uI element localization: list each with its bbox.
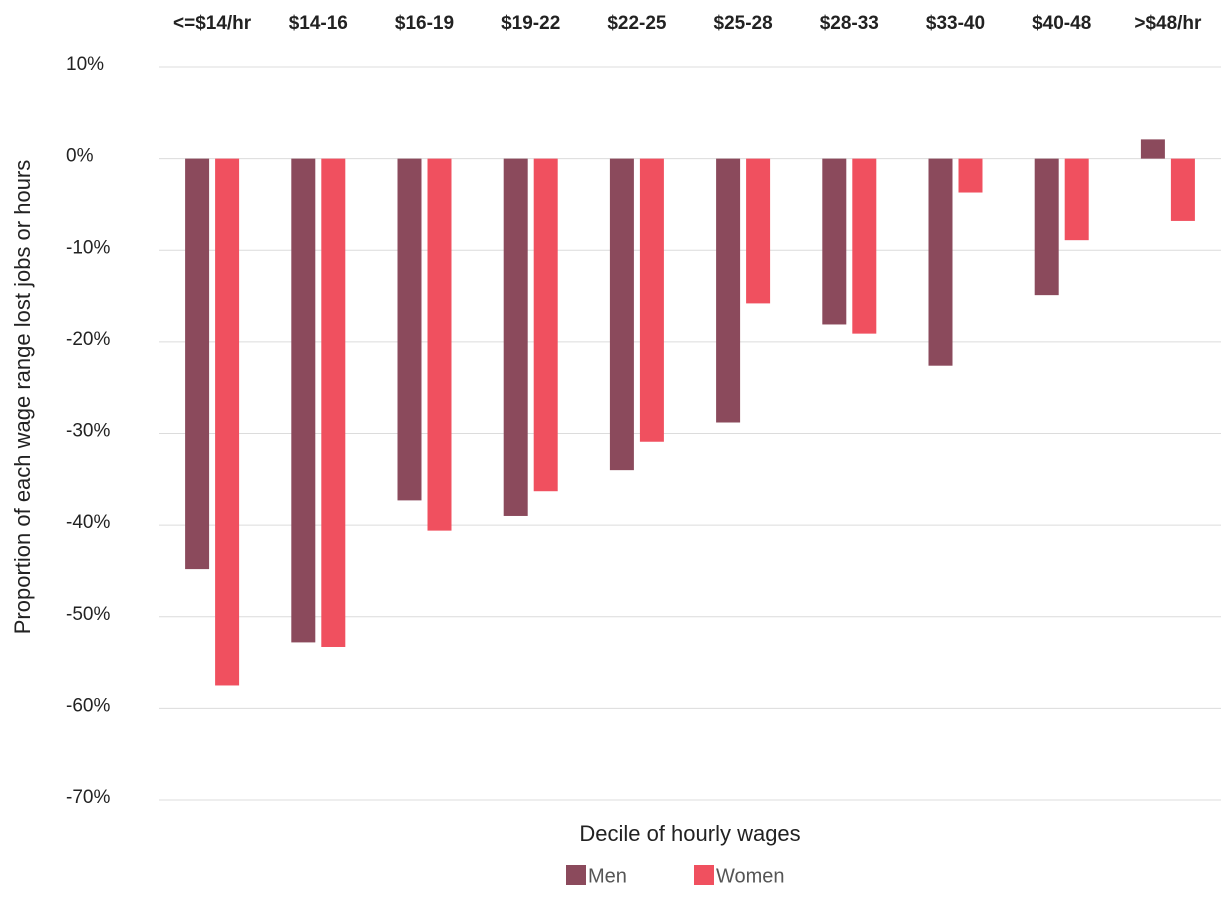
bar: [746, 158, 771, 304]
bar: [639, 158, 664, 442]
x-tick-label: $19-22: [501, 13, 560, 34]
bar: [321, 158, 346, 647]
bar: [503, 158, 528, 516]
y-tick-label: -30%: [66, 421, 110, 442]
bar: [215, 158, 240, 686]
bar: [928, 158, 953, 366]
y-tick-label: -10%: [66, 237, 110, 258]
x-tick-label: $40-48: [1032, 13, 1091, 34]
x-axis-label: Decile of hourly wages: [579, 821, 800, 846]
y-tick-label: -20%: [66, 329, 110, 350]
x-tick-label: $22-25: [607, 13, 667, 34]
y-tick-label: -70%: [66, 787, 110, 808]
x-tick-label: <=$14/hr: [173, 13, 252, 34]
bar: [533, 158, 558, 492]
x-tick-label: $33-40: [926, 13, 985, 34]
bar: [1034, 158, 1059, 296]
legend-swatch: [566, 865, 586, 885]
y-tick-label: 10%: [66, 54, 104, 75]
legend-label: Women: [716, 865, 785, 887]
y-tick-label: 0%: [66, 146, 94, 167]
legend-swatch: [694, 865, 714, 885]
x-tick-label: $14-16: [289, 13, 348, 34]
bar: [852, 158, 877, 334]
bar: [1140, 139, 1165, 159]
y-tick-label: -40%: [66, 512, 110, 533]
x-tick-label: $28-33: [820, 13, 879, 34]
x-tick-label: >$48/hr: [1134, 13, 1202, 34]
bar: [397, 158, 422, 501]
bar: [958, 158, 983, 193]
bar: [1064, 158, 1089, 241]
bar: [609, 158, 634, 471]
bar: [1170, 158, 1195, 221]
y-tick-label: -50%: [66, 604, 110, 625]
bar: [291, 158, 316, 643]
y-axis-label: Proportion of each wage range lost jobs …: [10, 160, 35, 635]
bar: [185, 158, 210, 570]
y-tick-label: -60%: [66, 695, 110, 716]
x-tick-label: $16-19: [395, 13, 454, 34]
bar: [427, 158, 452, 531]
legend-label: Men: [588, 865, 627, 887]
x-tick-label: $25-28: [714, 13, 773, 34]
bar: [716, 158, 741, 423]
bar: [822, 158, 847, 325]
